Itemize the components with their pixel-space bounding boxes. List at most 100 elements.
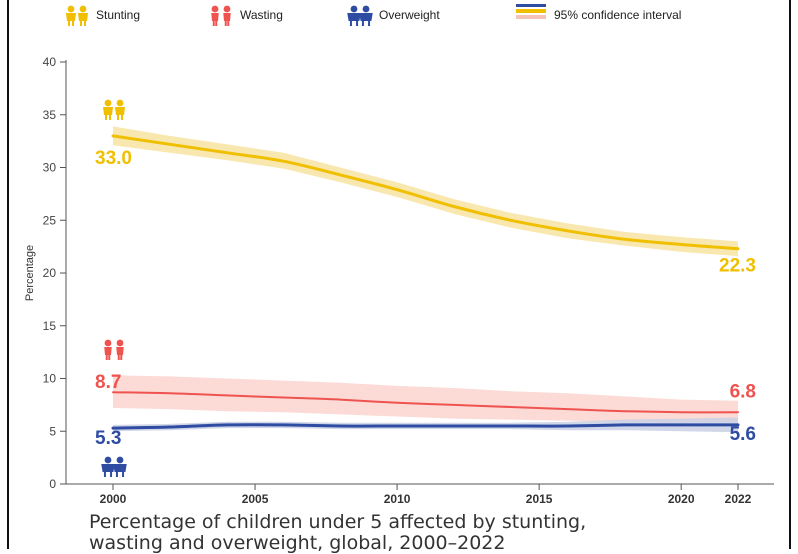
confidence-bands	[113, 126, 738, 433]
y-tick-label: 25	[43, 213, 57, 227]
series-icons	[101, 99, 127, 477]
overweight-start-label: 5.3	[95, 428, 121, 449]
x-tick-label: 2015	[526, 492, 553, 506]
person-leg	[80, 21, 82, 26]
confidence-interval-swatch	[516, 4, 546, 19]
y-tick-label: 40	[43, 55, 57, 69]
person-body	[113, 464, 127, 472]
person-body	[78, 13, 88, 21]
person-leg	[117, 115, 119, 120]
x-tick-label: 2020	[668, 492, 695, 506]
person-head	[104, 99, 112, 107]
swatch-wasting	[516, 15, 546, 19]
wasting-start-label: 8.7	[95, 372, 121, 393]
x-tick-label: 2000	[100, 492, 127, 506]
caption-line-1: Percentage of children under 5 affected …	[89, 511, 587, 533]
person-body	[103, 107, 113, 115]
person-head	[116, 456, 124, 464]
series-lines	[111, 134, 740, 430]
legend-overweight-label: Overweight	[379, 8, 440, 22]
person-body	[115, 107, 125, 115]
legend-wasting-label: Wasting	[240, 8, 283, 22]
y-tick-label: 20	[43, 266, 57, 280]
person-leg	[109, 115, 111, 120]
person-leg	[215, 21, 218, 26]
person-leg	[108, 355, 111, 360]
stunting-line	[111, 134, 740, 251]
person-leg	[115, 472, 118, 477]
y-tick-label: 15	[43, 319, 57, 333]
person-leg	[361, 21, 364, 26]
overweight-children-icon	[347, 5, 373, 26]
person-leg	[117, 355, 120, 360]
person-body	[347, 13, 361, 21]
person-head	[67, 5, 75, 13]
person-leg	[122, 472, 125, 477]
person-head	[104, 456, 112, 464]
person-leg	[105, 115, 107, 120]
person-leg	[72, 21, 74, 26]
person-head	[104, 339, 112, 347]
legend-ci-label: 95% confidence interval	[554, 8, 681, 22]
person-leg	[120, 355, 123, 360]
person-leg	[224, 21, 227, 26]
legend: Stunting Wasting Overweight 95% confidence …	[66, 4, 681, 26]
swatch-stunting	[516, 9, 546, 13]
person-body	[359, 13, 373, 21]
overweight-line	[111, 423, 740, 430]
person-head	[223, 5, 231, 13]
person-head	[211, 5, 219, 13]
y-tick-label: 0	[49, 477, 56, 491]
divider	[112, 345, 116, 359]
person-leg	[356, 21, 359, 26]
person-body	[211, 13, 219, 21]
y-tick-label: 5	[49, 424, 56, 438]
y-tick-label: 30	[43, 161, 57, 175]
stunting-start-label: 33.0	[95, 148, 132, 169]
person-leg	[349, 21, 352, 26]
y-tick-label: 35	[43, 108, 57, 122]
axes: 0 5 10 15 20 25 30 35 40 2000 2005 2010 2015 2020 2022…	[24, 55, 774, 506]
stunting-children-icon	[66, 5, 88, 26]
stunting-end-label: 22.3	[719, 256, 756, 277]
overweight-icon	[101, 456, 127, 477]
person-leg	[84, 21, 86, 26]
wasting-line	[112, 391, 739, 414]
wasting-icon	[104, 339, 124, 360]
stunting-icon	[103, 99, 125, 120]
y-axis-label: Percentage	[24, 245, 36, 301]
person-body	[116, 347, 124, 355]
person-head	[79, 5, 87, 13]
chart-frame: Stunting Wasting Overweight 95% confidence …	[7, 0, 791, 554]
person-head	[116, 99, 124, 107]
x-tick-label: 2010	[384, 492, 411, 506]
person-head	[362, 5, 370, 13]
x-tick-label: 2022	[725, 492, 752, 506]
person-body	[101, 464, 115, 472]
person-leg	[121, 115, 123, 120]
wasting-children-icon	[211, 5, 231, 26]
person-leg	[68, 21, 70, 26]
stunting-confidence-band	[113, 126, 738, 257]
chart-caption: Percentage of children under 5 affected …	[89, 512, 789, 554]
legend-stunting-label: Stunting	[96, 8, 140, 22]
person-body	[66, 13, 76, 21]
line-chart: Stunting Wasting Overweight 95% confidence …	[24, 4, 774, 506]
data-labels: 33.0 22.3 8.7 6.8 5.3 5.6	[95, 148, 756, 449]
person-body	[104, 347, 112, 355]
person-leg	[105, 355, 108, 360]
wasting-confidence-band	[113, 375, 738, 422]
person-leg	[368, 21, 371, 26]
y-tick-label: 10	[43, 372, 57, 386]
person-leg	[212, 21, 215, 26]
wasting-end-label: 6.8	[730, 381, 756, 402]
person-body	[223, 13, 231, 21]
divider	[219, 11, 223, 25]
overweight-end-label: 5.6	[730, 424, 756, 445]
person-leg	[110, 472, 113, 477]
person-head	[116, 339, 124, 347]
person-leg	[103, 472, 106, 477]
swatch-overweight	[516, 4, 546, 7]
x-tick-label: 2005	[242, 492, 269, 506]
person-leg	[227, 21, 230, 26]
